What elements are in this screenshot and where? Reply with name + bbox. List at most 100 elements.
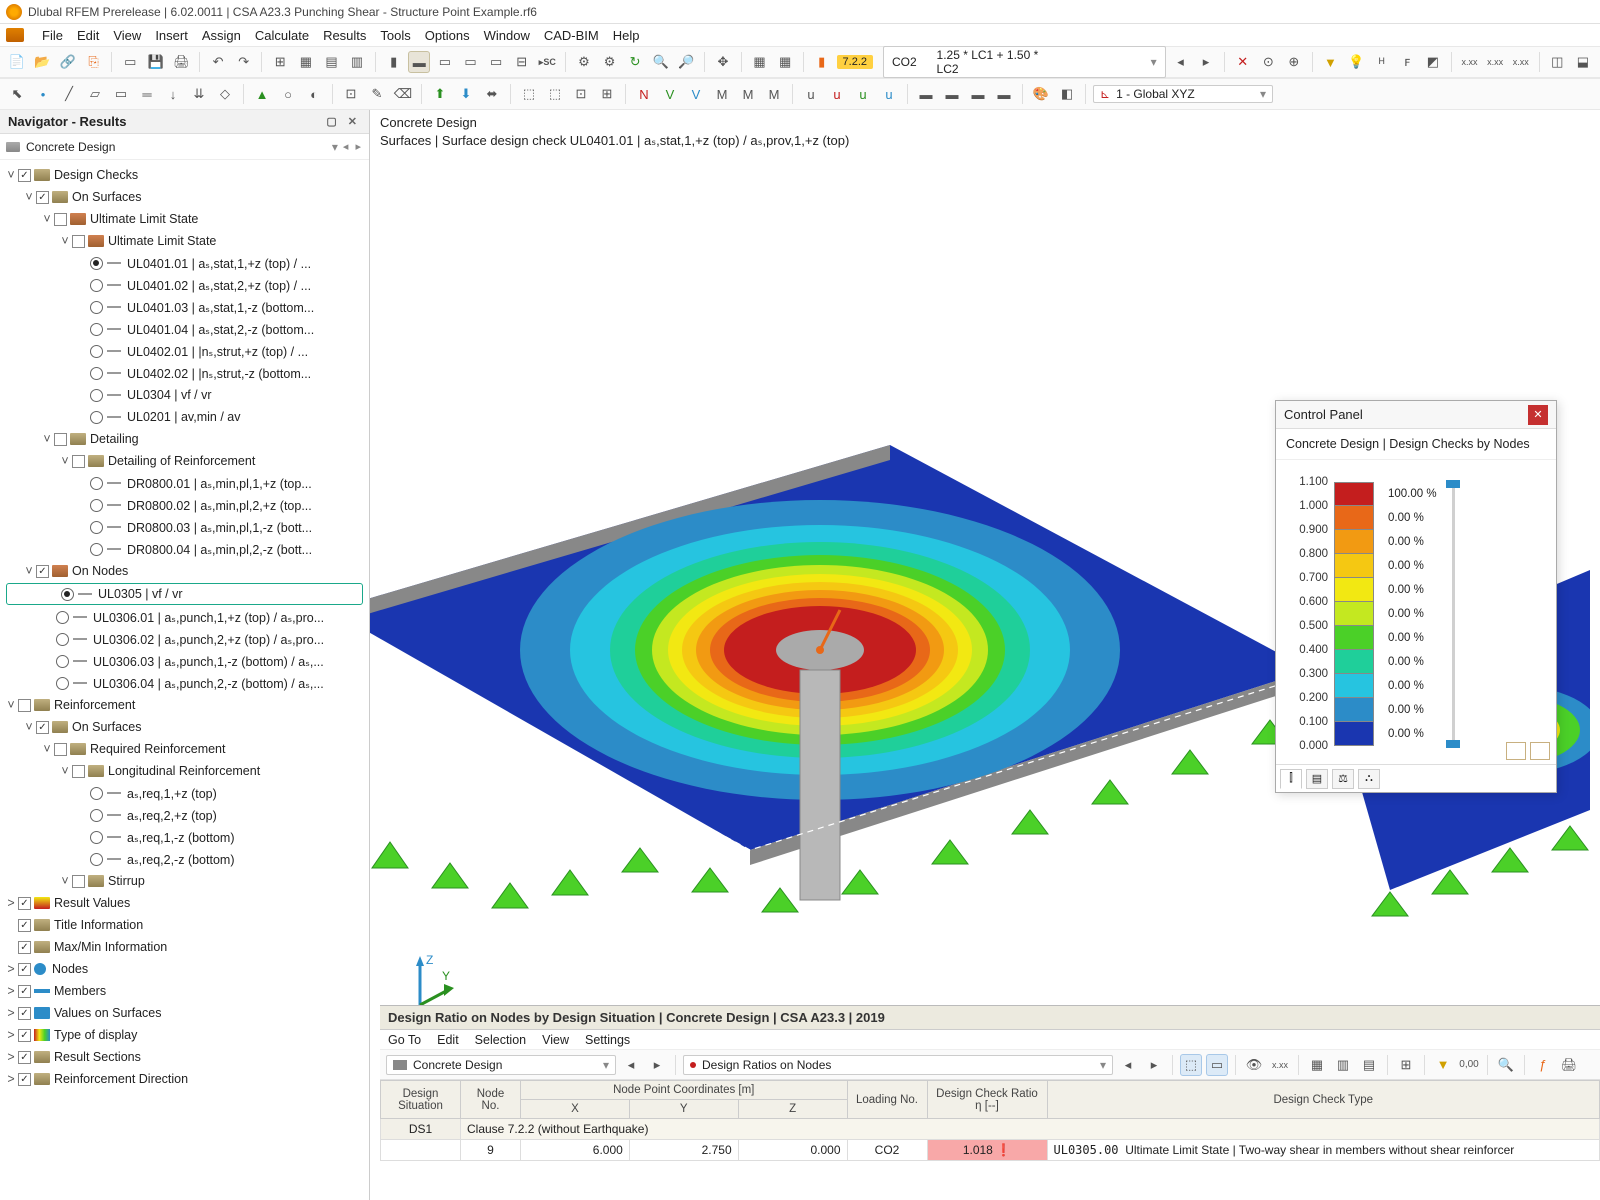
tb2-del-icon[interactable]: ⌫: [392, 83, 414, 105]
tree-maxmin[interactable]: Max/Min Information: [0, 936, 369, 958]
tree-ul0305[interactable]: UL0305 | vf / vr: [6, 583, 363, 605]
rp-layout-icon[interactable]: ⊞: [1395, 1054, 1417, 1076]
tb-flabel-icon[interactable]: ꜰ: [1397, 51, 1419, 73]
tree-dr0800-01[interactable]: DR0800.01 | aₛ,min,pl,1,+z (top...: [0, 472, 369, 494]
th-type[interactable]: Design Check Type: [1047, 1081, 1600, 1119]
file-menu-icon[interactable]: [6, 28, 24, 42]
tb-member-icon[interactable]: ▭: [119, 51, 141, 73]
tb-open-icon[interactable]: 📂: [32, 51, 54, 73]
rp-eye-icon[interactable]: 👁: [1243, 1054, 1265, 1076]
rp-sel1-icon[interactable]: ⬚: [1180, 1054, 1202, 1076]
tree-ul0306-03[interactable]: UL0306.03 | aₛ,punch,1,-z (bottom) / aₛ,…: [0, 650, 369, 672]
rp-func-icon[interactable]: ƒ: [1532, 1054, 1554, 1076]
tb-move-icon[interactable]: ✥: [712, 51, 734, 73]
rp-xxx-icon[interactable]: x.xx: [1269, 1054, 1291, 1076]
rp-menu-settings[interactable]: Settings: [585, 1033, 630, 1047]
tb-new-icon[interactable]: 📄: [6, 51, 28, 73]
tb-ax-icon[interactable]: ✕: [1232, 51, 1254, 73]
tree-dr0800-03[interactable]: DR0800.03 | aₛ,min,pl,1,-z (bott...: [0, 516, 369, 538]
tb2-load-icon[interactable]: ↓: [162, 83, 184, 105]
tree-title-info[interactable]: Title Information: [0, 914, 369, 936]
tree-ul0401-01[interactable]: UL0401.01 | aₛ,stat,1,+z (top) / ...: [0, 252, 369, 274]
tb2-viewd-icon[interactable]: ⊞: [596, 83, 618, 105]
tb-undo-icon[interactable]: ↶: [207, 51, 229, 73]
tb-table-icon[interactable]: ⊟: [511, 51, 533, 73]
navigator-nav-arrows[interactable]: ◂ ▸: [338, 140, 363, 153]
tb2-uglo-icon[interactable]: u: [800, 83, 822, 105]
tb-shape-icon[interactable]: ⬓: [1572, 51, 1594, 73]
menu-results[interactable]: Results: [323, 28, 366, 43]
menu-edit[interactable]: Edit: [77, 28, 99, 43]
cp-tab-filter-icon[interactable]: ⛬: [1358, 769, 1380, 789]
tb2-loads-icon[interactable]: ⇊: [188, 83, 210, 105]
tb-calc-icon[interactable]: ⚙: [573, 51, 595, 73]
tree-dr0800-04[interactable]: DR0800.04 | aₛ,min,pl,2,-z (bott...: [0, 538, 369, 560]
tb2-surfxy-icon[interactable]: ▬: [993, 83, 1015, 105]
tb2-member-icon[interactable]: ═: [136, 83, 158, 105]
tb-calc2-icon[interactable]: ⚙: [599, 51, 621, 73]
tb2-viewb-icon[interactable]: ⬚: [544, 83, 566, 105]
tree-ul0401-02[interactable]: UL0401.02 | aₛ,stat,2,+z (top) / ...: [0, 274, 369, 296]
global-cs-combo[interactable]: ⊾ 1 - Global XYZ ▾: [1093, 85, 1273, 103]
tb-ay-icon[interactable]: ⊙: [1257, 51, 1279, 73]
menu-window[interactable]: Window: [484, 28, 530, 43]
rp-table3-icon[interactable]: ▤: [1358, 1054, 1380, 1076]
tb2-viewc-icon[interactable]: ⊡: [570, 83, 592, 105]
rp-print-icon[interactable]: 🖨: [1558, 1054, 1580, 1076]
tb-lc-next-icon[interactable]: ▸: [1195, 51, 1217, 73]
tb-print-icon[interactable]: 🖨: [171, 51, 193, 73]
rp-sel2-icon[interactable]: ▭: [1206, 1054, 1228, 1076]
tree-req-reinf[interactable]: ˅ Required Reinforcement: [0, 738, 369, 760]
cp-tab-scale-icon[interactable]: ▤: [1306, 769, 1328, 789]
tb2-lhinge-icon[interactable]: ○: [277, 83, 299, 105]
rp-next2-icon[interactable]: ▸: [1143, 1054, 1165, 1076]
tb-panel1-icon[interactable]: ▬: [408, 51, 430, 73]
tb-show-icon[interactable]: ▮: [383, 51, 405, 73]
control-panel[interactable]: Control Panel ✕ Concrete Design | Design…: [1275, 400, 1557, 793]
tb2-result3-icon[interactable]: ⬌: [481, 83, 503, 105]
tb-refresh-icon[interactable]: ↻: [624, 51, 646, 73]
control-panel-close-icon[interactable]: ✕: [1528, 405, 1548, 425]
cp-tab-balance-icon[interactable]: ⚖: [1332, 769, 1354, 789]
tb2-surfx-icon[interactable]: ▬: [915, 83, 937, 105]
tree-ul0304[interactable]: UL0304 | vf / vr: [0, 384, 369, 406]
rp-result-combo[interactable]: Design Ratios on Nodes▾: [683, 1055, 1113, 1075]
tree-result-values[interactable]: ˃Result Values: [0, 892, 369, 914]
th-x[interactable]: X: [521, 1100, 630, 1119]
tree-reinforcement[interactable]: ˅ Reinforcement: [0, 694, 369, 716]
rp-menu-goto[interactable]: Go To: [388, 1033, 421, 1047]
tb2-node-icon[interactable]: •: [32, 83, 54, 105]
tree-ul0401-03[interactable]: UL0401.03 | aₛ,stat,1,-z (bottom...: [0, 296, 369, 318]
tb2-surfz-icon[interactable]: ▬: [967, 83, 989, 105]
tree-members[interactable]: ˃Members: [0, 980, 369, 1002]
tb-copy-icon[interactable]: ⎘: [83, 51, 105, 73]
cp-tab-colormap-icon[interactable]: ⫿: [1280, 769, 1302, 789]
tree-long-reinf[interactable]: ˅ Longitudinal Reinforcement: [0, 760, 369, 782]
th-z[interactable]: Z: [738, 1100, 847, 1119]
tb-section-icon[interactable]: ◫: [1547, 51, 1569, 73]
menu-help[interactable]: Help: [613, 28, 640, 43]
th-loading[interactable]: Loading No.: [847, 1081, 927, 1119]
tb-label3-icon[interactable]: x.xx: [1510, 51, 1532, 73]
tb2-viewa-icon[interactable]: ⬚: [518, 83, 540, 105]
menu-assign[interactable]: Assign: [202, 28, 241, 43]
navigator-module-combo[interactable]: Concrete Design ▾: [6, 140, 338, 154]
tb2-open-icon[interactable]: ▭: [110, 83, 132, 105]
th-coords[interactable]: Node Point Coordinates [m]: [521, 1081, 848, 1100]
th-node-no[interactable]: Node No.: [461, 1081, 521, 1119]
rp-zero-icon[interactable]: 0,00: [1458, 1054, 1480, 1076]
tree-on-surfaces[interactable]: ˅ On Surfaces: [0, 186, 369, 208]
rp-module-combo[interactable]: Concrete Design▾: [386, 1055, 616, 1075]
rp-table2-icon[interactable]: ▥: [1332, 1054, 1354, 1076]
tree-ul0402-02[interactable]: UL0402.02 | |nₛ,strut,-z (bottom...: [0, 362, 369, 384]
table-row[interactable]: 9 6.000 2.750 0.000 CO2 1.018 ❗ UL0305.0…: [381, 1140, 1600, 1161]
tree-detailing[interactable]: ˅ Detailing: [0, 428, 369, 450]
tree-reinf-direction[interactable]: ˃Reinforcement Direction: [0, 1068, 369, 1090]
tb2-my-icon[interactable]: M: [737, 83, 759, 105]
tb2-surf-icon[interactable]: ▱: [84, 83, 106, 105]
tb-panel2-icon[interactable]: ▭: [434, 51, 456, 73]
menu-file[interactable]: File: [42, 28, 63, 43]
tb-render-icon[interactable]: ◩: [1422, 51, 1444, 73]
tree-on-nodes[interactable]: ˅ On Nodes: [0, 560, 369, 582]
tree-detailing-reinf[interactable]: ˅ Detailing of Reinforcement: [0, 450, 369, 472]
